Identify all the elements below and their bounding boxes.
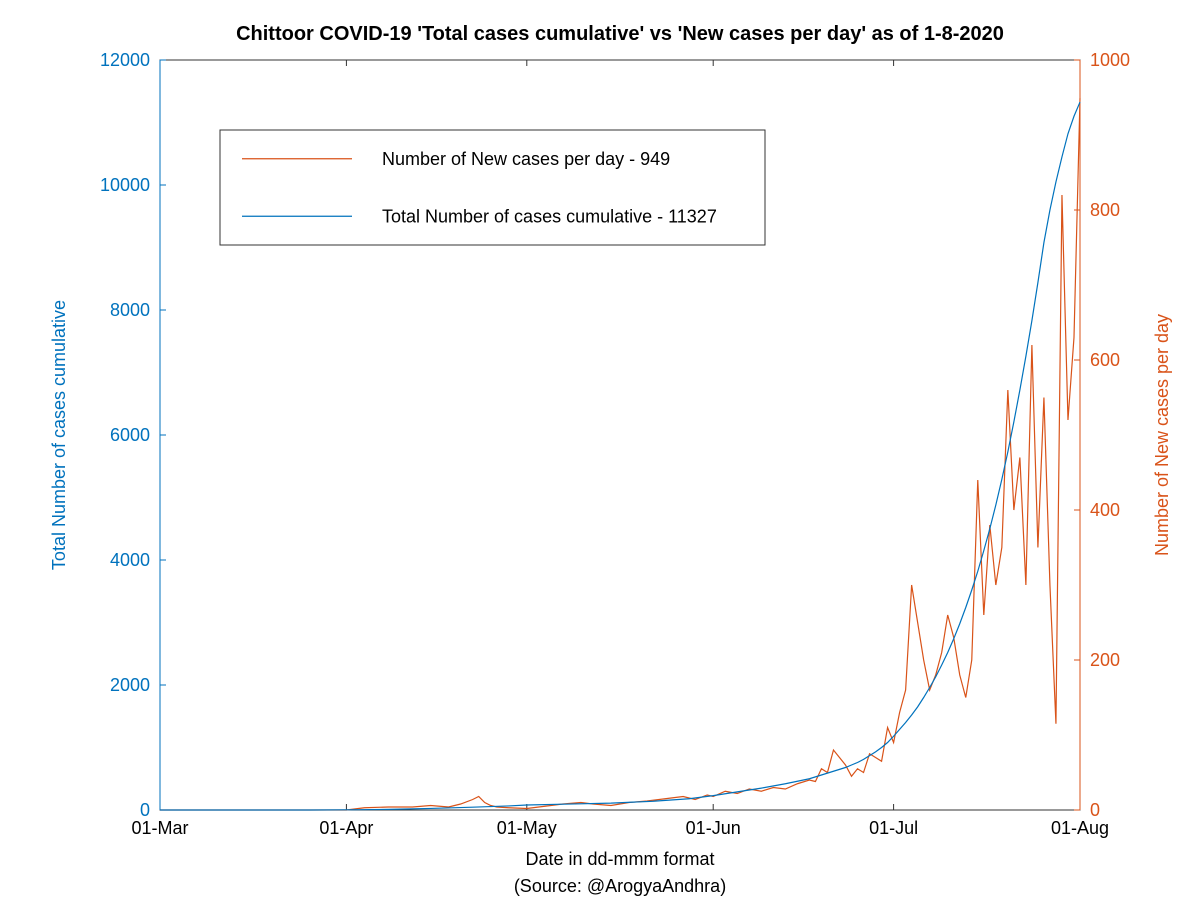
x-tick-label: 01-May bbox=[497, 818, 557, 838]
y-left-tick-label: 12000 bbox=[100, 50, 150, 70]
y-right-label: Number of New cases per day bbox=[1152, 314, 1172, 556]
x-tick-label: 01-Jul bbox=[869, 818, 918, 838]
y-right-tick-label: 600 bbox=[1090, 350, 1120, 370]
legend-label: Number of New cases per day - 949 bbox=[382, 149, 670, 169]
y-left-tick-label: 10000 bbox=[100, 175, 150, 195]
y-right-tick-label: 200 bbox=[1090, 650, 1120, 670]
x-label-line2: (Source: @ArogyaAndhra) bbox=[514, 876, 726, 896]
x-tick-label: 01-Mar bbox=[131, 818, 188, 838]
x-tick-label: 01-Apr bbox=[319, 818, 373, 838]
y-left-tick-label: 8000 bbox=[110, 300, 150, 320]
series-new-cases bbox=[160, 98, 1080, 810]
chart-container: { "chart": { "type": "line-dual-axis", "… bbox=[0, 0, 1200, 900]
y-right-tick-label: 800 bbox=[1090, 200, 1120, 220]
chart-svg: Chittoor COVID-19 'Total cases cumulativ… bbox=[0, 0, 1200, 900]
y-right-tick-label: 0 bbox=[1090, 800, 1100, 820]
y-left-label: Total Number of cases cumulative bbox=[49, 300, 69, 570]
legend-label: Total Number of cases cumulative - 11327 bbox=[382, 206, 717, 226]
y-left-tick-label: 0 bbox=[140, 800, 150, 820]
y-left-tick-label: 4000 bbox=[110, 550, 150, 570]
x-tick-label: 01-Aug bbox=[1051, 818, 1109, 838]
plot-area bbox=[160, 60, 1080, 810]
legend-box bbox=[220, 130, 765, 245]
x-tick-label: 01-Jun bbox=[686, 818, 741, 838]
y-left-tick-label: 6000 bbox=[110, 425, 150, 445]
chart-title: Chittoor COVID-19 'Total cases cumulativ… bbox=[236, 23, 1004, 45]
x-label-line1: Date in dd-mmm format bbox=[525, 849, 714, 869]
y-right-tick-label: 1000 bbox=[1090, 50, 1130, 70]
y-left-tick-label: 2000 bbox=[110, 675, 150, 695]
y-right-tick-label: 400 bbox=[1090, 500, 1120, 520]
